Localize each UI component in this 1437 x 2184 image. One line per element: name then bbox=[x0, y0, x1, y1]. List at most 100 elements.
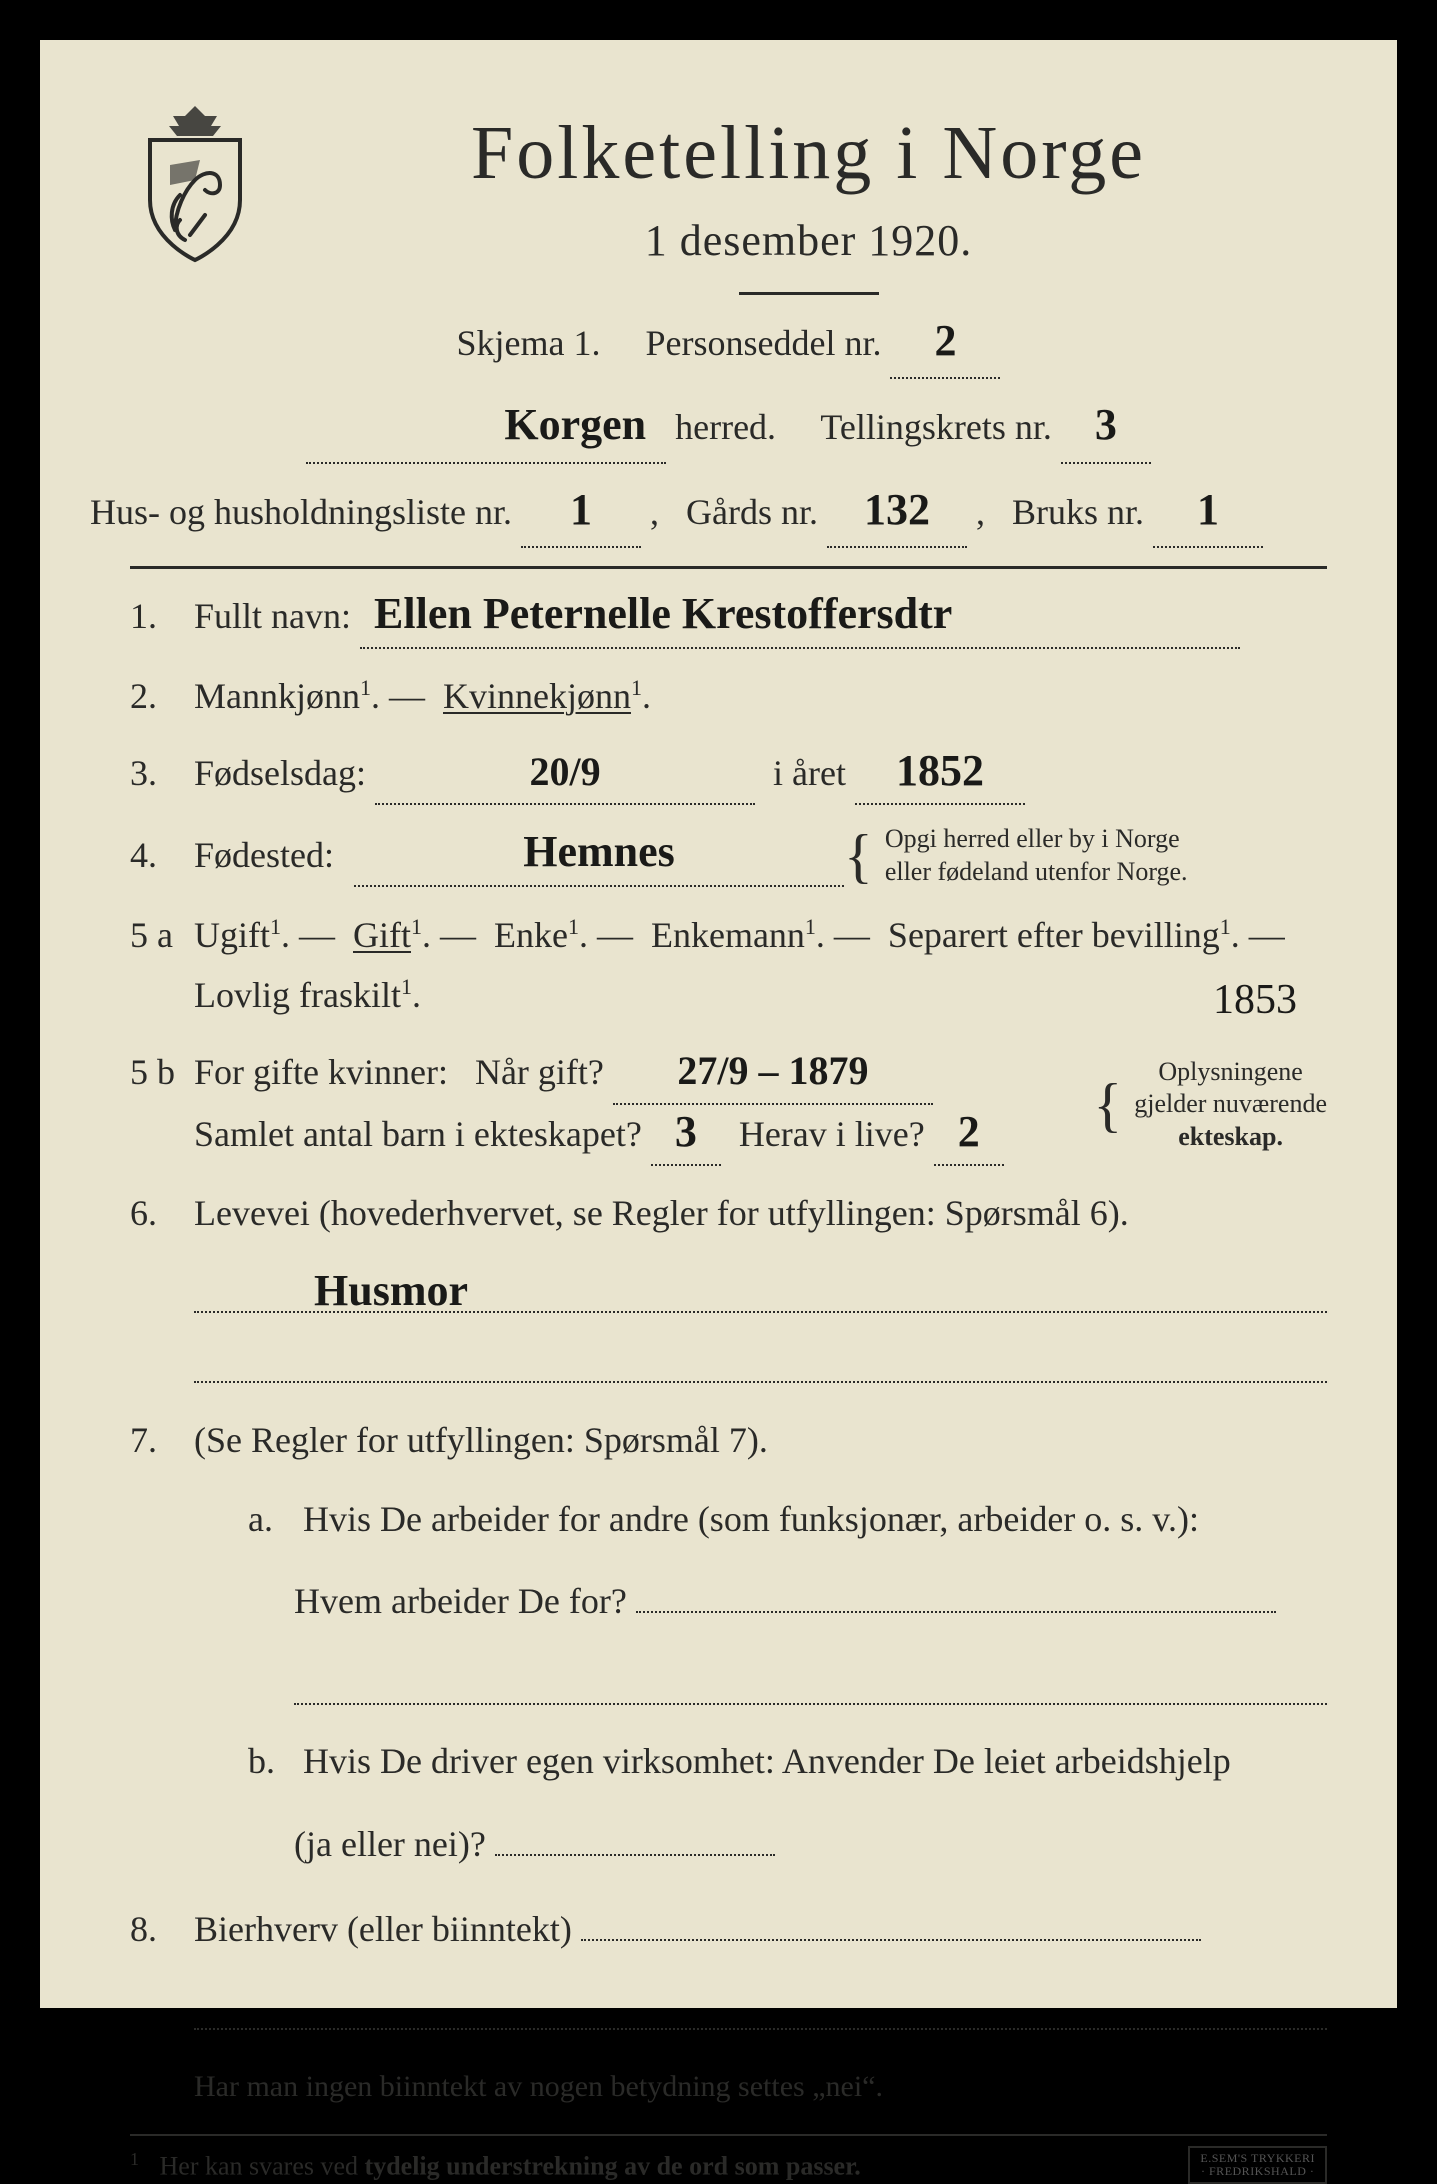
q5b-note3: ekteskap. bbox=[1178, 1122, 1283, 1151]
q6-value: Husmor bbox=[314, 1269, 468, 1313]
hus-line: Hus- og husholdningsliste nr. 1 , Gårds … bbox=[90, 478, 1327, 548]
q5b-barn-label: Samlet antal barn i ekteskapet? bbox=[194, 1114, 642, 1154]
q5a-separert: Separert efter bevilling bbox=[888, 915, 1220, 955]
q8-text: Bierhverv (eller biinntekt) bbox=[194, 1909, 572, 1949]
q3-label: Fødselsdag: bbox=[194, 753, 366, 793]
coat-of-arms-icon bbox=[130, 100, 260, 270]
stamp-l1: E.SEM'S TRYKKERI bbox=[1200, 2151, 1315, 2165]
divider bbox=[130, 566, 1327, 569]
q5b-when-field: 27/9 – 1879 bbox=[613, 1043, 933, 1104]
q4-note2: eller fødeland utenfor Norge. bbox=[885, 857, 1188, 886]
tellingskrets-field: 3 bbox=[1061, 393, 1151, 463]
q5b-note: Oplysningene gjelder nuværende ekteskap. bbox=[1134, 1056, 1327, 1154]
q1-num: 1. bbox=[130, 595, 194, 637]
personseddel-label: Personseddel nr. bbox=[646, 323, 882, 363]
bruks-field: 1 bbox=[1153, 478, 1263, 548]
q7b-line2: (ja eller nei)? bbox=[294, 1810, 1327, 1878]
personseddel-nr-field: 2 bbox=[890, 309, 1000, 379]
q7b-field bbox=[495, 1854, 775, 1856]
q3-row: 3. Fødselsdag: 20/9 i året 1852 bbox=[130, 744, 1327, 805]
q1-value: Ellen Peternelle Krestoffersdtr bbox=[374, 592, 952, 636]
header: Folketelling i Norge 1 desember 1920. bbox=[130, 100, 1327, 295]
q5a-enkemann: Enkemann bbox=[651, 915, 805, 955]
q2-kvinne: Kvinnekjønn bbox=[443, 676, 631, 716]
footnote-bold: tydelig understrekning av de ord som pas… bbox=[365, 2151, 861, 2180]
skjema-label: Skjema 1. bbox=[457, 323, 601, 363]
q2-num: 2. bbox=[130, 675, 194, 717]
q4-note1: Opgi herred eller by i Norge bbox=[885, 824, 1180, 853]
q2-end: . bbox=[642, 676, 651, 716]
herred-label: herred. bbox=[675, 407, 776, 447]
q3-day: 20/9 bbox=[529, 752, 600, 792]
q2-row: 2. Mannkjønn1. — Kvinnekjønn1. bbox=[130, 667, 1327, 726]
q7a-num: a. bbox=[248, 1485, 294, 1553]
printer-stamp: E.SEM'S TRYKKERI · FREDRIKSHALD · bbox=[1188, 2146, 1327, 2184]
q7-num: 7. bbox=[130, 1419, 194, 1461]
q4-num: 4. bbox=[130, 834, 194, 876]
q3-year: 1852 bbox=[896, 749, 984, 793]
q8-num: 8. bbox=[130, 1908, 194, 1950]
q7a-text2: Hvem arbeider De for? bbox=[294, 1581, 627, 1621]
q2-mann: Mannkjønn bbox=[194, 676, 360, 716]
q7a-text1: Hvis De arbeider for andre (som funksjon… bbox=[303, 1499, 1199, 1539]
q7a-line1: a. Hvis De arbeider for andre (som funks… bbox=[248, 1485, 1327, 1553]
q5b-note1: Oplysningene bbox=[1158, 1057, 1302, 1086]
bruks-nr: 1 bbox=[1197, 488, 1219, 532]
q7-row: 7. (Se Regler for utfyllingen: Spørsmål … bbox=[130, 1411, 1327, 1470]
q5a-row: 5 a Ugift1. — Gift1. — Enke1. — Enkemann… bbox=[130, 906, 1327, 1025]
title-block: Folketelling i Norge 1 desember 1920. bbox=[290, 100, 1327, 295]
q8-field-2 bbox=[194, 1970, 1327, 2030]
q4-row: 4. Fødested: Hemnes { Opgi herred eller … bbox=[130, 823, 1327, 888]
q5b-herav: 2 bbox=[958, 1110, 980, 1154]
q2-sup1: 1 bbox=[360, 675, 371, 700]
q1-field: Ellen Peternelle Krestoffersdtr bbox=[360, 587, 1240, 648]
q5b-row: 5 b For gifte kvinner: Når gift? 27/9 – … bbox=[130, 1043, 1327, 1166]
skjema-line: Skjema 1. Personseddel nr. 2 bbox=[130, 309, 1327, 379]
q5a-lovlig: Lovlig fraskilt bbox=[194, 975, 401, 1015]
tellingskrets-nr: 3 bbox=[1095, 403, 1117, 447]
q8-row: 8. Bierhverv (eller biinntekt) bbox=[130, 1900, 1327, 1959]
stamp-l2: · FREDRIKSHALD · bbox=[1201, 2164, 1314, 2178]
q4-field: Hemnes bbox=[354, 825, 844, 886]
q6-row: 6. Levevei (hovederhvervet, se Regler fo… bbox=[130, 1184, 1327, 1243]
q5a-num: 5 a bbox=[130, 914, 194, 956]
herred-value: Korgen bbox=[504, 403, 646, 447]
q7a-field bbox=[636, 1611, 1276, 1613]
personseddel-nr: 2 bbox=[934, 319, 956, 363]
hus-nr: 1 bbox=[570, 488, 592, 532]
footnote-lead: Her kan svares ved bbox=[160, 2151, 365, 2180]
q7b-num: b. bbox=[248, 1727, 294, 1795]
q5b-when: 27/9 – 1879 bbox=[677, 1051, 868, 1091]
q5a-gift: Gift bbox=[353, 915, 411, 955]
title-rule bbox=[739, 292, 879, 295]
herred-field: Korgen bbox=[306, 393, 666, 463]
pre-footnote: Har man ingen biinntekt av nogen betydni… bbox=[194, 2070, 1327, 2104]
q3-year-field: 1852 bbox=[855, 744, 1025, 805]
q5b-barn: 3 bbox=[675, 1110, 697, 1154]
tellingskrets-label: Tellingskrets nr. bbox=[820, 407, 1051, 447]
q5b-when-label: Når gift? bbox=[475, 1052, 604, 1092]
q5b-herav-label: Herav i live? bbox=[739, 1114, 925, 1154]
q6-text: Levevei (hovederhvervet, se Regler for u… bbox=[194, 1193, 1129, 1233]
bruks-label: Bruks nr. bbox=[1012, 492, 1144, 532]
q3-day-field: 20/9 bbox=[375, 744, 755, 805]
q7b-text1: Hvis De driver egen virksomhet: Anvender… bbox=[303, 1741, 1231, 1781]
footnote: 1 Her kan svares ved tydelig understrekn… bbox=[130, 2134, 1327, 2184]
q5b-note2: gjelder nuværende bbox=[1134, 1089, 1327, 1118]
q5b-lead: For gifte kvinner: bbox=[194, 1052, 448, 1092]
q7-text: (Se Regler for utfyllingen: Spørsmål 7). bbox=[194, 1420, 768, 1460]
q2-sep1: . — bbox=[371, 676, 425, 716]
q7b-line1: b. Hvis De driver egen virksomhet: Anven… bbox=[248, 1727, 1327, 1795]
q1-row: 1. Fullt navn: Ellen Peternelle Krestoff… bbox=[130, 587, 1327, 648]
hus-label: Hus- og husholdningsliste nr. bbox=[90, 492, 512, 532]
q3-mid: i året bbox=[773, 753, 846, 793]
q5b-herav-field: 2 bbox=[934, 1105, 1004, 1166]
q4-value: Hemnes bbox=[523, 830, 675, 874]
q6-num: 6. bbox=[130, 1192, 194, 1234]
q7a-field-2 bbox=[294, 1645, 1327, 1705]
main-title: Folketelling i Norge bbox=[290, 110, 1327, 197]
annotation-1853: 1853 bbox=[1213, 976, 1297, 1024]
herred-line: Korgen herred. Tellingskrets nr. 3 bbox=[130, 393, 1327, 463]
gards-field: 132 bbox=[827, 478, 967, 548]
q5a-enke: Enke bbox=[494, 915, 568, 955]
